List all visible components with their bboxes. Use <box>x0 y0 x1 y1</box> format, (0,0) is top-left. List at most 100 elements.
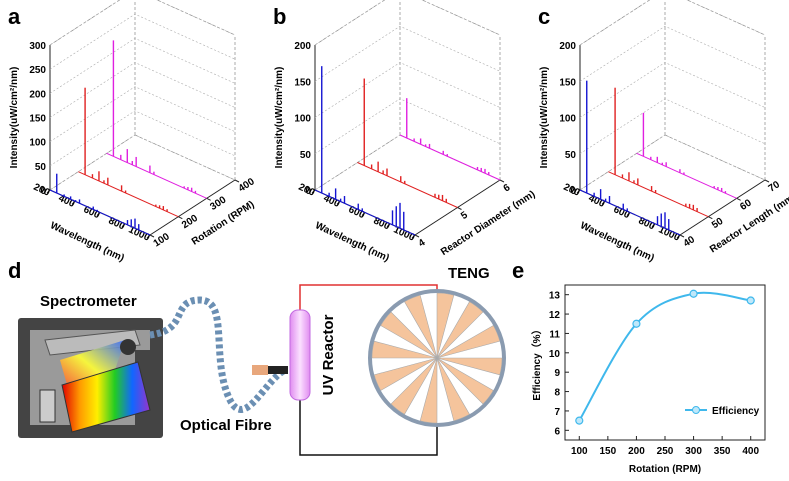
y-tick-label: 50 <box>35 162 47 173</box>
y-tick-label: 13 <box>549 291 561 302</box>
box-edge <box>156 0 236 36</box>
teng-sector <box>371 340 438 359</box>
x-tick <box>576 189 581 194</box>
y-axis-title: Intensity(uW/cm²/nm) <box>9 67 20 169</box>
x-tick-label: 600 <box>82 204 102 221</box>
x-tick-label: 200 <box>562 182 582 199</box>
y-tick-label: 10 <box>549 349 561 360</box>
series-baseline <box>399 134 501 181</box>
z-tick-label: 40 <box>682 234 698 250</box>
grid-line <box>314 62 501 118</box>
x-tick-label: 400 <box>57 193 77 210</box>
grid-line <box>579 0 766 46</box>
box-edge <box>314 0 386 46</box>
x-tick-label: 200 <box>32 182 52 199</box>
legend-marker <box>692 406 700 414</box>
y-tick-label: 150 <box>294 77 311 88</box>
y-tick-label: 6 <box>554 426 560 437</box>
y-tick-label: 100 <box>559 114 576 125</box>
panel-label: c <box>538 4 550 29</box>
grid-line <box>49 86 236 142</box>
x-tick <box>386 223 391 228</box>
mirror <box>44 329 141 356</box>
z-tick <box>736 197 741 201</box>
y-tick-label: 200 <box>29 89 46 100</box>
x-tick-label: 150 <box>600 446 617 457</box>
teng-sector <box>436 325 501 359</box>
series-baseline <box>579 189 681 236</box>
x-tick-label: 600 <box>612 204 632 221</box>
y-tick-label: 50 <box>300 150 312 161</box>
y-axis-title: Intensity(uW/cm²/nm) <box>274 67 285 169</box>
grid-line <box>49 62 236 118</box>
z-tick-label: 400 <box>237 176 257 195</box>
connector <box>252 365 268 375</box>
x-tick-label: 400 <box>322 193 342 210</box>
x-tick-label: 400 <box>742 446 759 457</box>
box-edge <box>686 0 766 36</box>
y-tick-label: 150 <box>559 77 576 88</box>
z-tick <box>679 234 685 238</box>
uv-reactor <box>289 309 311 401</box>
teng-label: TENG <box>448 265 490 282</box>
z-tick <box>178 216 183 220</box>
grating <box>61 361 151 433</box>
x-tick-label: 800 <box>372 215 392 232</box>
x-tick-label: 100 <box>571 446 588 457</box>
z-tick <box>234 179 240 183</box>
panel-label: d <box>8 258 21 283</box>
box-edge <box>579 0 651 46</box>
panel-label: e <box>512 258 524 283</box>
x-tick <box>46 189 51 194</box>
grid-line <box>314 0 501 46</box>
reactor-label: UV Reactor <box>320 314 337 395</box>
spectrometer-label: Spectrometer <box>40 293 137 310</box>
y-tick-label: 150 <box>29 114 46 125</box>
y-tick-label: 8 <box>554 388 560 399</box>
box-edge <box>579 134 666 191</box>
teng-sector <box>380 311 438 359</box>
point <box>632 319 641 328</box>
z-tick <box>499 179 505 183</box>
teng-sector <box>419 357 438 424</box>
point <box>689 289 698 298</box>
diagram: d Spectrometer Optical Fibre UV Reactor … <box>8 258 506 456</box>
y-tick-label: 100 <box>294 114 311 125</box>
teng-sector <box>404 294 438 359</box>
y-tick-label: 0 <box>570 186 576 197</box>
panel-label: b <box>273 4 286 29</box>
grid-line <box>314 98 501 155</box>
fibre-label: Optical Fibre <box>180 417 272 434</box>
series-baseline <box>357 162 458 208</box>
point <box>746 296 755 305</box>
box-edge <box>49 0 121 46</box>
y-tick-label: 200 <box>294 41 311 52</box>
z-tick-label: 100 <box>152 231 172 250</box>
grid-line <box>314 134 501 191</box>
x-tick <box>96 212 101 216</box>
z-axis <box>679 179 766 236</box>
z-tick-label: 70 <box>767 179 783 195</box>
x-tick <box>71 200 76 205</box>
z-tick-label: 200 <box>180 213 200 232</box>
z-tick <box>414 234 420 238</box>
grid-line <box>49 37 236 94</box>
z-tick-label: 6 <box>502 182 513 194</box>
series-baseline <box>608 171 709 218</box>
teng-sector <box>436 357 470 422</box>
z-tick <box>457 207 462 210</box>
z-axis <box>149 179 236 236</box>
connector <box>268 366 288 374</box>
series-baseline <box>106 152 207 199</box>
teng-sector <box>436 292 455 359</box>
box-edge <box>421 0 501 36</box>
x-tick-label: 350 <box>714 446 731 457</box>
z-tick-label: 4 <box>417 237 428 249</box>
y-tick-label: 200 <box>559 41 576 52</box>
y-tick-label: 50 <box>565 150 577 161</box>
series-baseline <box>49 189 151 236</box>
z-tick <box>764 179 770 183</box>
x-tick <box>146 234 151 239</box>
panel-label: a <box>8 4 21 29</box>
